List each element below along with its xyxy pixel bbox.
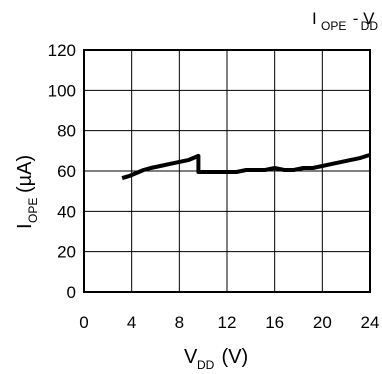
plot-frame [83, 49, 371, 293]
y-axis-label: I OPE (µA) [14, 155, 40, 229]
y-tick-label: 120 [48, 41, 76, 60]
y-tick-label: 20 [57, 243, 76, 262]
x-tick-labels: 0 4 8 12 16 20 24 [79, 313, 379, 332]
x-tick-label: 12 [218, 313, 237, 332]
y-axis-label-unit: (µA) [14, 155, 36, 193]
chart-title: I OPE - V DD [312, 9, 378, 33]
y-axis-label-main: I [14, 223, 36, 229]
y-tick-label: 60 [57, 162, 76, 181]
x-tick-label: 0 [79, 313, 88, 332]
chart-title-main: I [312, 9, 317, 28]
x-axis-label: V DD (V) [184, 346, 248, 372]
x-axis-label-main: V [184, 346, 198, 368]
series-line [121, 152, 371, 181]
y-tick-label: 100 [48, 81, 76, 100]
x-tick-label: 16 [265, 313, 284, 332]
x-axis-label-subscript: DD [197, 358, 215, 372]
y-tick-label: 80 [57, 122, 76, 141]
x-tick-label: 24 [361, 313, 380, 332]
chart-title-main-subscript: OPE [321, 19, 346, 33]
grid [84, 50, 370, 292]
series-layer [121, 152, 371, 181]
x-tick-label: 8 [175, 313, 184, 332]
x-tick-label: 20 [313, 313, 332, 332]
y-tick-labels: 0 20 40 60 80 100 120 [48, 41, 76, 302]
chart-title-sep-subscript: DD [361, 19, 379, 33]
y-axis-label-subscript: OPE [26, 198, 40, 223]
chart-title-separator: - V [348, 9, 375, 28]
y-tick-label: 40 [57, 202, 76, 221]
x-axis-label-unit: (V) [216, 346, 248, 368]
x-tick-label: 4 [127, 313, 136, 332]
y-tick-label: 0 [67, 283, 76, 302]
